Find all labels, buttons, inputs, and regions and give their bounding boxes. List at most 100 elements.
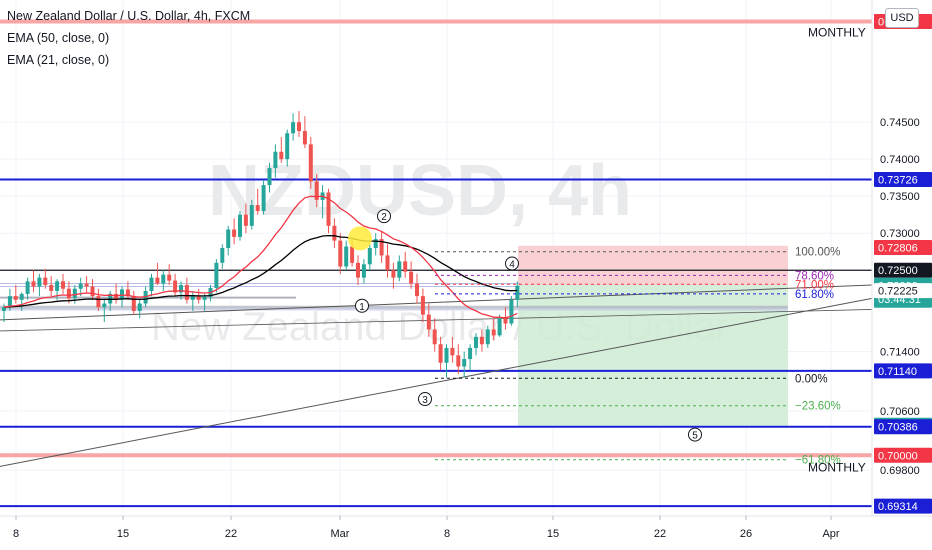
- price-label-bg: [874, 262, 932, 278]
- candle-body: [491, 329, 496, 336]
- candle-body: [308, 144, 313, 182]
- x-tick-label: 22: [225, 528, 237, 540]
- price-label-bg: [874, 447, 932, 463]
- fib-level-label: −23.60%: [795, 401, 841, 413]
- trendline-upper: [0, 284, 873, 321]
- chart-title: New Zealand Dollar / U.S. Dollar, 4h, FX…: [7, 9, 251, 23]
- candle-body: [285, 133, 290, 160]
- candle-body: [184, 285, 189, 300]
- candle-body: [509, 299, 514, 324]
- candle-body: [202, 296, 207, 300]
- y-tick-label: 0.74500: [880, 117, 920, 129]
- candle-body: [291, 122, 296, 134]
- wave-label-text: 5: [692, 431, 698, 442]
- candle-body: [43, 277, 48, 286]
- price-label-text: 0.72500: [878, 265, 918, 277]
- candle-body: [497, 318, 502, 336]
- candle-body: [409, 271, 414, 284]
- candle-body: [149, 277, 154, 291]
- candle-body: [391, 270, 396, 278]
- candle-body: [84, 283, 89, 287]
- candle-body: [243, 214, 248, 226]
- x-tick-label: 8: [444, 528, 450, 540]
- wave-label-text: 1: [359, 302, 365, 313]
- candle-body: [415, 283, 419, 297]
- candle-body: [173, 280, 178, 293]
- wave-label-circle: [505, 256, 519, 271]
- candle-body: [96, 296, 101, 308]
- candle-body: [114, 293, 119, 300]
- candle-body: [131, 296, 136, 311]
- candle-body: [55, 281, 60, 291]
- candle-body: [420, 296, 425, 315]
- fib-level-label: 100.00%: [795, 247, 840, 259]
- stop-loss-zone: [518, 245, 788, 286]
- price-label-text: 0.69314: [878, 501, 918, 513]
- x-tick-label: 22: [654, 528, 666, 540]
- candle-body: [403, 261, 408, 272]
- ema21-line: [3, 195, 518, 319]
- candle-body: [438, 344, 443, 363]
- fib-level-label: 61.80%: [795, 289, 834, 301]
- candle-body: [196, 296, 201, 300]
- candle-body: [302, 131, 307, 145]
- y-tick-label: 0.69800: [880, 465, 920, 477]
- candle-body: [72, 288, 77, 299]
- candle-body: [450, 347, 455, 356]
- candle-body: [485, 329, 490, 345]
- price-label-text: 0.70386: [878, 422, 918, 434]
- candle-body: [155, 277, 160, 284]
- indicator-ema21-label[interactable]: EMA (21, close, 0): [7, 53, 110, 67]
- indicator-ema50-label[interactable]: EMA (50, close, 0): [7, 31, 110, 45]
- fib-level-label: 0.00%: [795, 373, 828, 385]
- trendline-mid: [0, 309, 873, 332]
- level-note: MONTHLY: [808, 25, 866, 39]
- candle-body: [297, 122, 301, 132]
- price-label-bg: [874, 171, 932, 187]
- candle-body: [161, 274, 166, 284]
- candle-body: [385, 255, 390, 271]
- candle-body: [238, 214, 242, 237]
- candle-body: [338, 240, 343, 267]
- candle-body: [226, 229, 231, 249]
- candle-body: [167, 274, 172, 281]
- highlight-marker: [348, 226, 372, 251]
- candle-body: [261, 185, 266, 211]
- currency-button[interactable]: USD: [885, 8, 919, 28]
- candle-body: [61, 281, 65, 289]
- candle-body: [249, 205, 254, 226]
- candle-body: [344, 246, 349, 267]
- candle-body: [78, 283, 83, 289]
- y-tick-label: 0.74000: [880, 154, 920, 166]
- trendline-lower: [0, 297, 873, 467]
- candle-body: [279, 151, 284, 160]
- candle-body: [432, 329, 437, 345]
- candle-body: [397, 261, 402, 278]
- candle-body: [179, 285, 183, 293]
- candle-body: [25, 281, 30, 294]
- price-label-bg: [874, 419, 932, 435]
- x-tick-label: 8: [13, 528, 19, 540]
- candle-body: [220, 248, 225, 263]
- candle-body: [332, 225, 337, 241]
- candle-body: [356, 262, 360, 278]
- x-tick-label: 15: [547, 528, 559, 540]
- candle-body: [267, 168, 272, 186]
- candle-body: [515, 285, 520, 300]
- candle-body: [232, 229, 237, 237]
- candle-body: [444, 347, 449, 363]
- candle-body: [66, 288, 71, 299]
- candle-body: [90, 286, 95, 297]
- candle-body: [19, 293, 24, 300]
- fib-level-label: −61.80%: [795, 455, 841, 467]
- price-label-text: 0.72225: [878, 286, 918, 298]
- ema50-line: [3, 234, 518, 308]
- price-label-text: 0.72806: [878, 243, 918, 255]
- wave-label-circle: [688, 427, 702, 442]
- candle-body: [314, 181, 319, 200]
- candle-body: [468, 347, 473, 360]
- candle-body: [273, 151, 278, 169]
- y-tick-label: 0.71400: [880, 347, 920, 359]
- price-label-text: 0.71140: [878, 366, 917, 378]
